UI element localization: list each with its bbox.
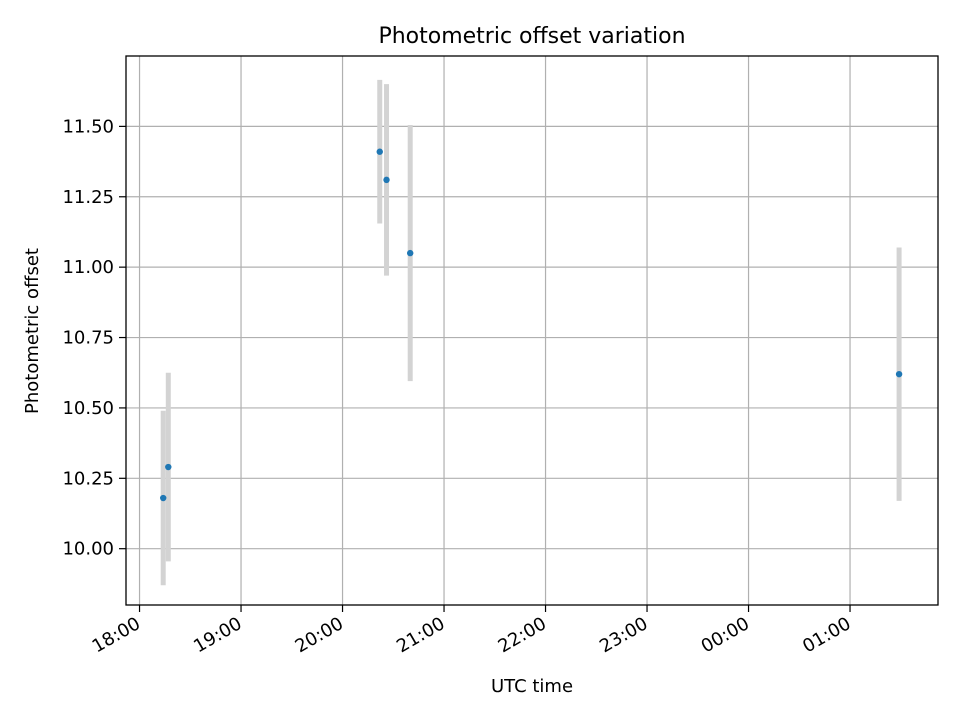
y-tick-label: 10.75 [62,328,114,349]
data-point [383,176,390,184]
y-tick-label: 10.25 [62,468,114,489]
y-axis-title: Photometric offset [22,248,43,414]
chart-title: Photometric offset variation [378,24,685,49]
x-axis-title: UTC time [491,676,573,697]
data-point [165,463,172,471]
data-point [160,494,167,502]
y-tick-label: 11.25 [62,187,114,208]
y-tick-label: 11.50 [62,116,114,137]
data-point [376,148,383,155]
data-point [407,249,414,257]
y-tick-label: 11.00 [62,257,114,278]
grid [126,56,938,605]
y-axis-ticks: 10.00 10.25 10.50 10.75 11.00 11.25 11.50 [62,116,126,560]
plot-frame [125,55,939,606]
y-tick-label: 10.00 [62,539,114,560]
y-tick-label: 10.50 [62,398,114,419]
data-point [895,370,903,378]
data-points [160,148,903,502]
